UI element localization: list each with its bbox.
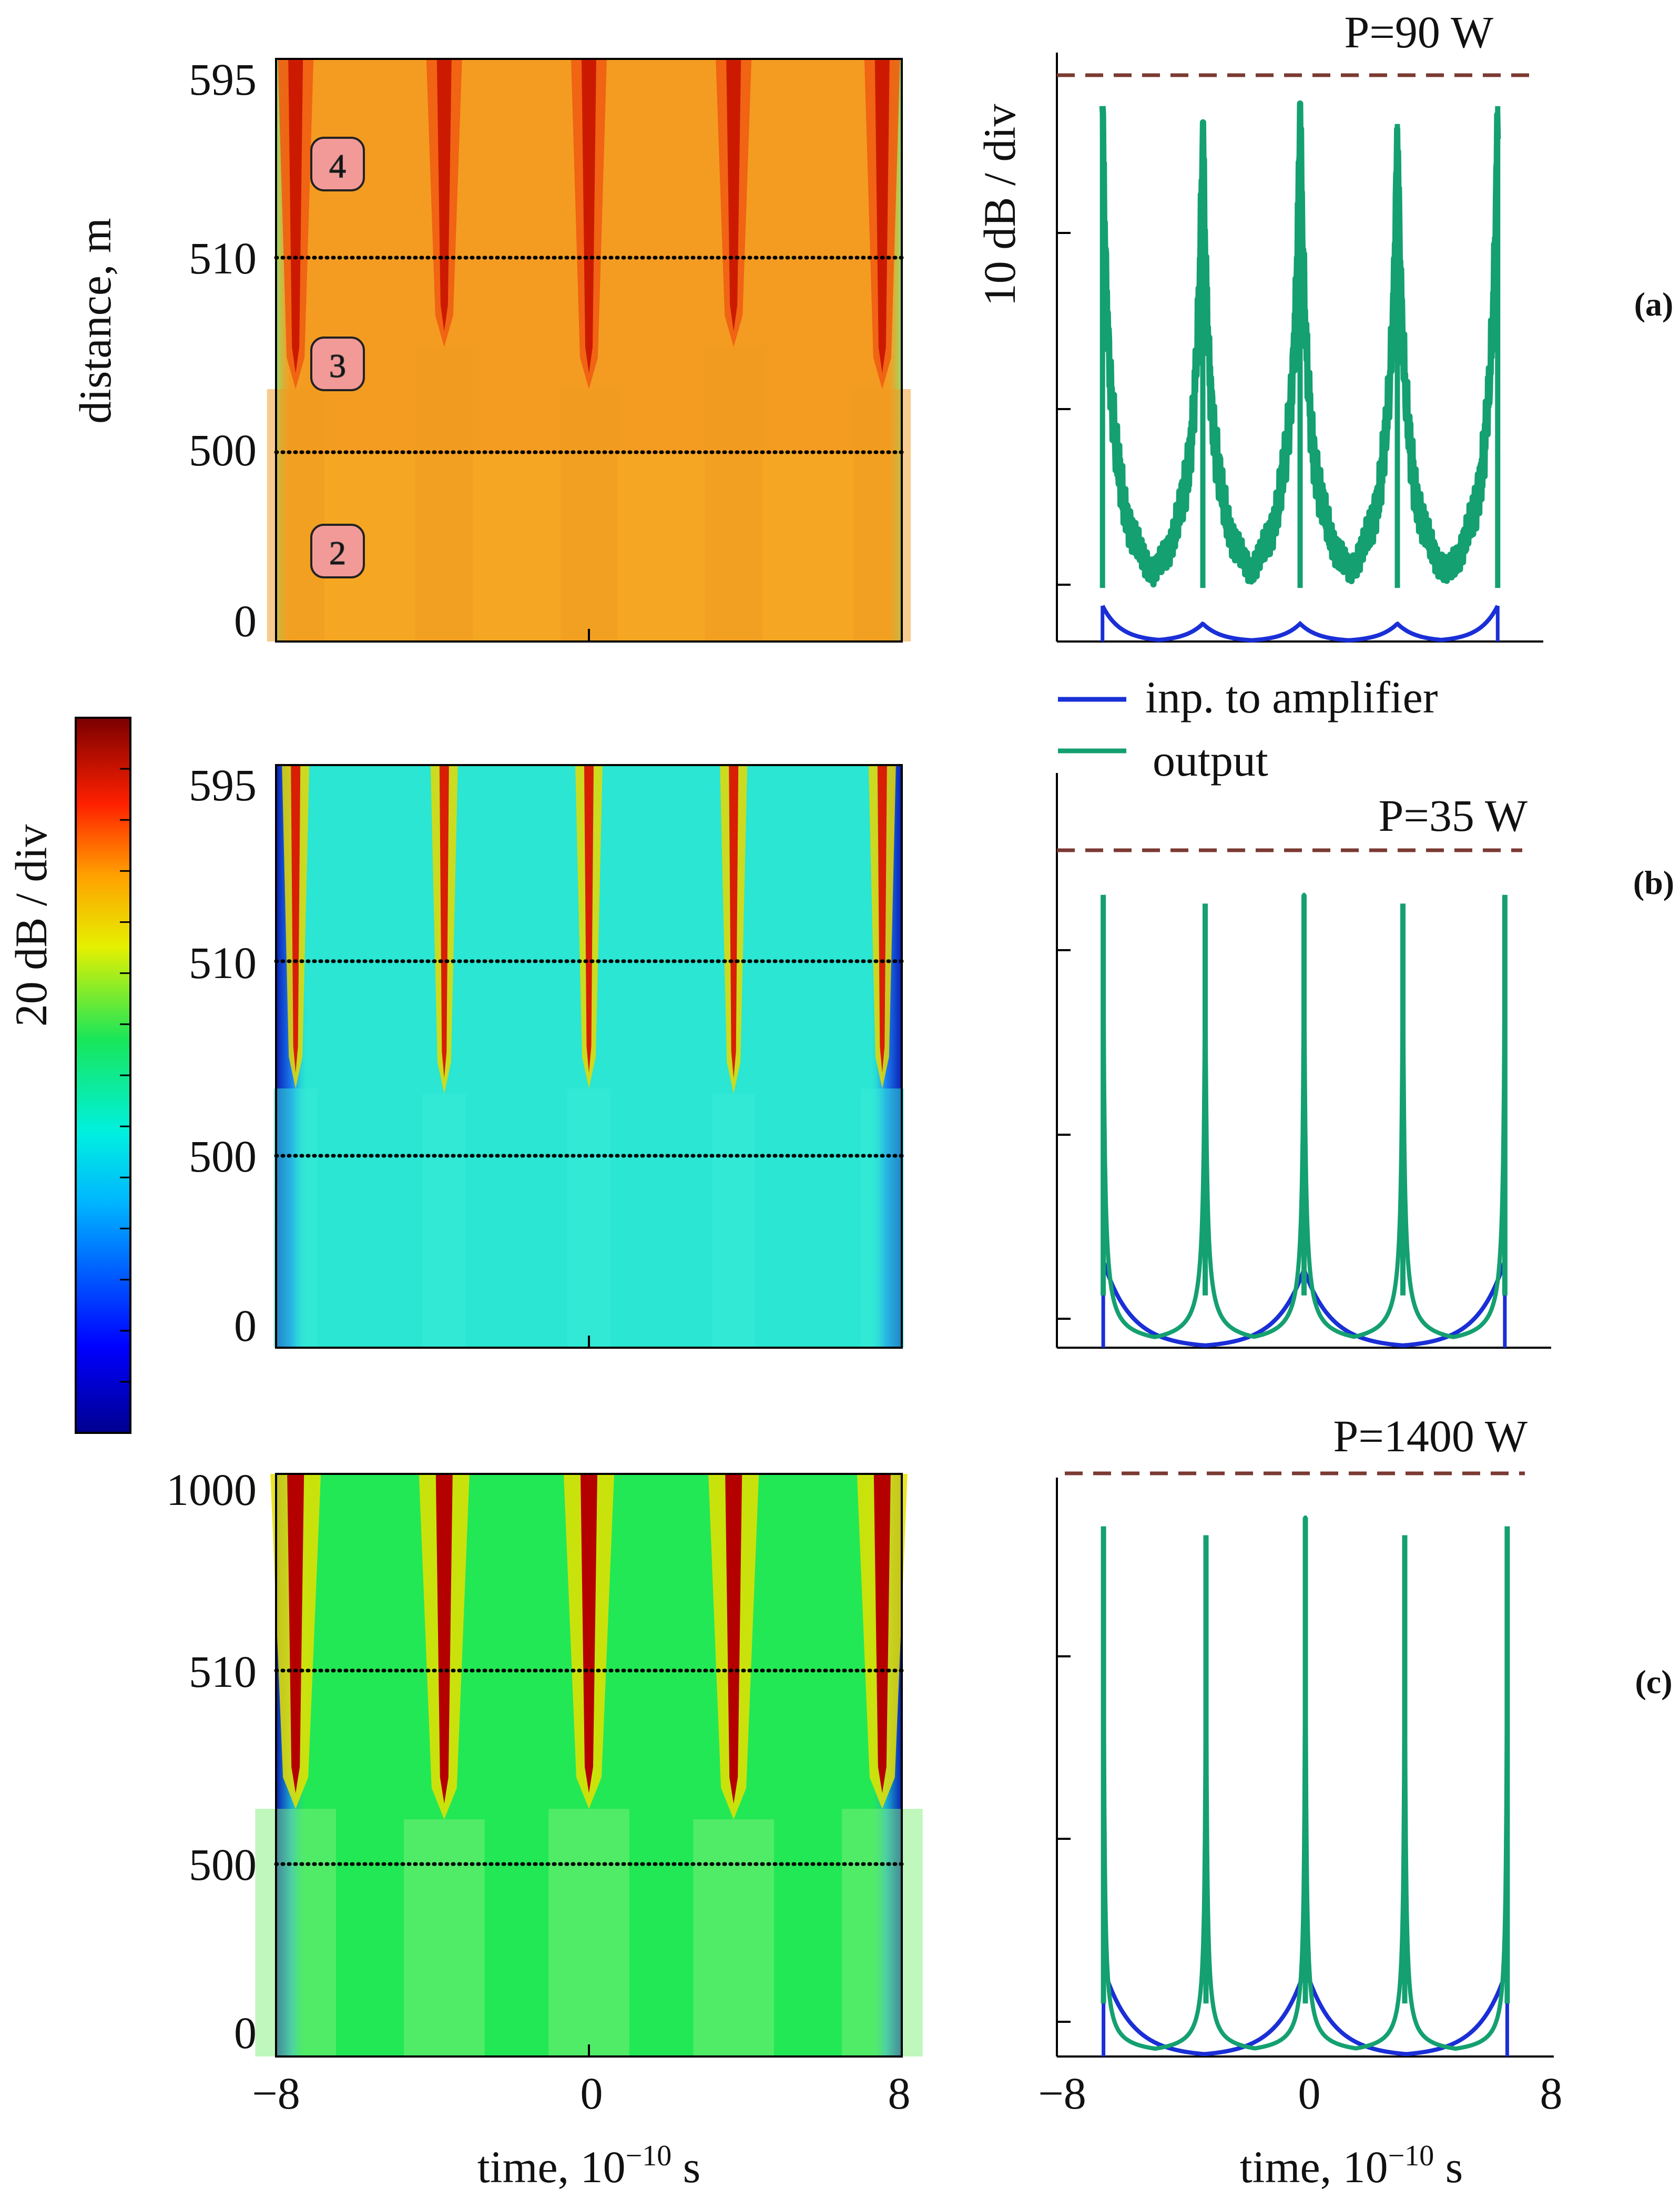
- y-tick-a-510: 510: [189, 233, 257, 283]
- section-badge-2-label: 2: [329, 534, 346, 572]
- power-label-a: P=90 W: [1345, 7, 1493, 57]
- x-tick-label-right-neg8: −8: [1038, 2068, 1086, 2119]
- y-tick-c-510: 510: [189, 1646, 257, 1697]
- legend-output-label: output: [1153, 735, 1268, 786]
- section-badge-4: 4: [310, 137, 365, 191]
- input-curve: [1101, 605, 1500, 643]
- heatmap-b-pulse-streaks: [273, 765, 904, 1348]
- pulse-streak-trail: [404, 1819, 485, 2057]
- pulse-streak-core: [287, 1474, 304, 1793]
- section-badge-4-label: 4: [329, 147, 346, 185]
- y-tick-a-500: 500: [189, 425, 257, 475]
- pulse-streak-core: [726, 59, 741, 331]
- profile-b-curves: [1101, 892, 1508, 1348]
- pulse-streak-core: [435, 1474, 453, 1804]
- y-tick-b-500: 500: [189, 1131, 257, 1182]
- pulse-streak-trail: [567, 1088, 611, 1348]
- pulse-streak-trail: [255, 1809, 336, 2057]
- y-tick-c-0: 0: [234, 2008, 257, 2058]
- panel-label-c: (c): [1635, 1663, 1672, 1701]
- profile-y-axis-label: 10 dB / div: [974, 104, 1025, 307]
- pulse-streak-core: [725, 1474, 742, 1804]
- x-axis-label-right: time, 10−10 s: [1240, 2140, 1463, 2192]
- profile-a: P=90 W 10 dB / div (a): [974, 7, 1674, 643]
- pulse-streak-trail: [422, 1094, 466, 1348]
- pulse-streak-trail: [705, 347, 762, 642]
- pulse-streak-core: [581, 1474, 597, 1793]
- pulse-streak-trail: [415, 347, 473, 642]
- pulse-streak-trail: [560, 389, 618, 642]
- output-curve: [1101, 892, 1507, 1339]
- pulse-streak-trail: [548, 1809, 629, 2057]
- pulse-streak-core: [291, 765, 301, 1073]
- pulse-streak-trail: [860, 1088, 904, 1348]
- pulse-streak-core: [439, 765, 449, 1078]
- y-tick-a-595: 595: [189, 54, 257, 105]
- pulse-streak-core: [582, 59, 596, 373]
- x-tick-label-left-8: 8: [888, 2068, 911, 2119]
- heatmap-b: 0 500 510 595: [189, 760, 904, 1351]
- y-tick-a-0: 0: [234, 596, 257, 646]
- heatmap-a-pulse-streaks: [267, 59, 911, 642]
- output-curve: [1099, 100, 1501, 588]
- pulse-streak-core: [874, 59, 890, 373]
- power-label-b: P=35 W: [1379, 790, 1528, 841]
- pulse-streak-core: [288, 59, 303, 373]
- profile-a-curves: [1099, 100, 1501, 643]
- pulse-streak-core: [873, 1474, 891, 1793]
- output-curve: [1101, 1515, 1510, 2051]
- x-tick-label-left-neg8: −8: [252, 2068, 300, 2119]
- legend: inp. to amplifier output: [1058, 672, 1438, 786]
- profile-c: P=1400 W (c) −8 0 8 time, 10−10 s: [1038, 1411, 1672, 2192]
- legend-input-label: inp. to amplifier: [1145, 672, 1438, 722]
- colorbar-label: 20 dB / div: [6, 824, 56, 1027]
- panel-label-b: (b): [1633, 864, 1674, 901]
- x-tick-label-right-8: 8: [1540, 2068, 1563, 2119]
- heatmap-c: 0 500 510 1000 −8 0 8 time, 10−10 s: [166, 1464, 923, 2192]
- heatmap-c-pulse-streaks: [255, 1474, 923, 2057]
- pulse-streak-core: [436, 59, 452, 331]
- y-tick-b-595: 595: [189, 760, 257, 810]
- heatmap-a: 4 3 2 0 500 510 595 distance, m: [70, 54, 911, 646]
- y-tick-b-510: 510: [189, 938, 257, 988]
- section-badge-2: 2: [310, 524, 365, 578]
- panel-label-a: (a): [1634, 286, 1674, 323]
- profile-c-curves: [1101, 1515, 1510, 2057]
- pulse-streak-trail: [842, 1809, 923, 2057]
- profile-a-yticks: [1057, 232, 1071, 586]
- y-axis-label-distance: distance, m: [70, 218, 120, 424]
- x-axis-label-left: time, 10−10 s: [477, 2140, 700, 2192]
- pulse-streak-core: [729, 765, 739, 1078]
- pulse-streak-core: [877, 765, 887, 1073]
- y-tick-c-500: 500: [189, 1839, 257, 1890]
- y-tick-c-1000: 1000: [166, 1464, 257, 1515]
- section-badge-3-label: 3: [329, 347, 346, 384]
- pulse-streak-trail: [711, 1094, 756, 1348]
- power-label-c: P=1400 W: [1333, 1411, 1528, 1461]
- pulse-streak-trail: [273, 1088, 318, 1348]
- section-badge-3: 3: [310, 337, 365, 391]
- profile-b-yticks: [1057, 949, 1071, 1320]
- profile-b: P=35 W (b): [1056, 773, 1674, 1349]
- colorbar-ticks: [120, 768, 130, 1383]
- pulse-streak-core: [584, 765, 594, 1073]
- profile-c-yticks: [1057, 1655, 1071, 2023]
- y-tick-b-0: 0: [234, 1300, 257, 1351]
- colorbar: 20 dB / div: [6, 717, 131, 1434]
- x-tick-label-right-0: 0: [1298, 2068, 1321, 2119]
- pulse-streak-trail: [693, 1819, 774, 2057]
- x-tick-label-left-0: 0: [581, 2068, 603, 2119]
